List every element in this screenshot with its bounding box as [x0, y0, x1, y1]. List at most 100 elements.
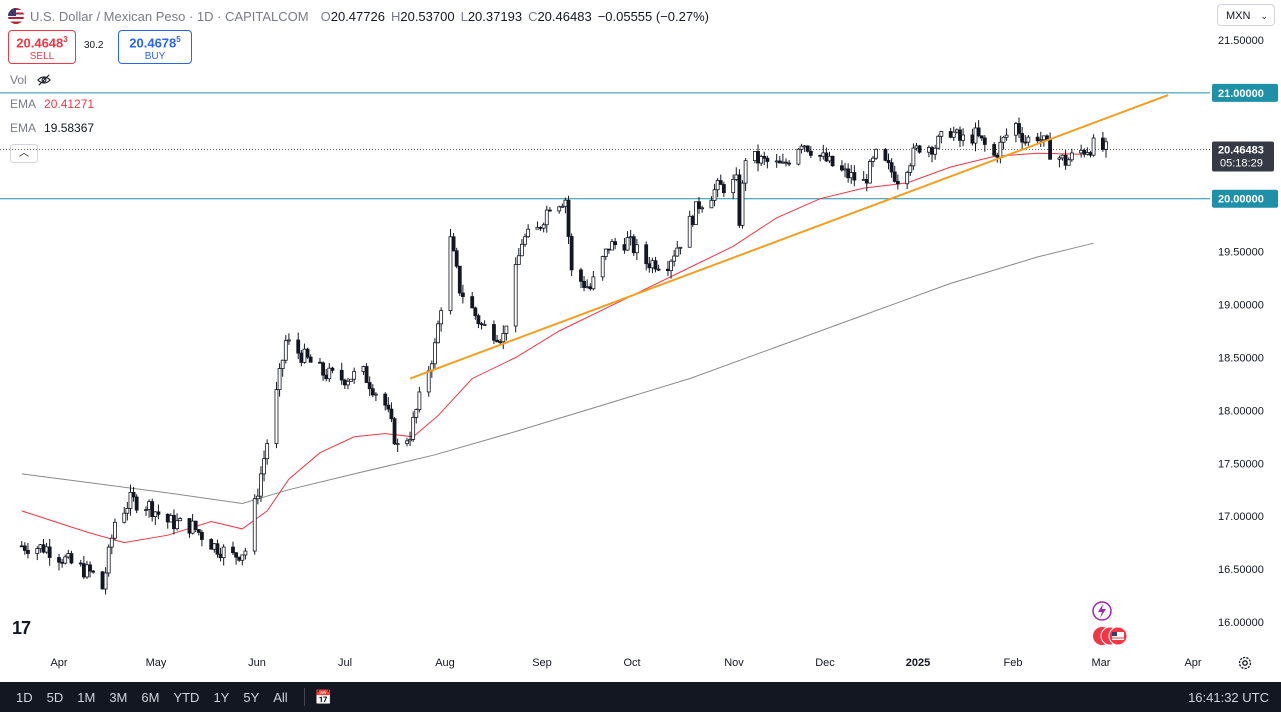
- candle-up: [259, 473, 263, 497]
- candle-down: [846, 168, 851, 179]
- candle-up: [563, 199, 568, 207]
- candle-down: [193, 520, 198, 530]
- candle-up: [715, 180, 720, 191]
- candle-up: [1026, 136, 1031, 143]
- candle-up: [274, 389, 279, 444]
- eye-hidden-icon[interactable]: [36, 73, 51, 87]
- symbol-title[interactable]: U.S. Dollar / Mexican Peso · 1D · CAPITA…: [30, 8, 309, 24]
- x-tick-label: Nov: [724, 657, 744, 669]
- candle-up: [482, 324, 487, 326]
- tf-1m[interactable]: 1M: [77, 689, 96, 705]
- ema-slow-legend[interactable]: EMA 19.58367: [10, 121, 94, 135]
- candle-down: [165, 513, 170, 523]
- candle-up: [147, 501, 151, 510]
- collapse-legend-button[interactable]: ︿: [10, 144, 38, 163]
- tf-5d[interactable]: 5D: [46, 689, 64, 705]
- x-tick-label: Aug: [435, 657, 455, 669]
- utc-clock[interactable]: 16:41:32 UTC: [1188, 689, 1269, 705]
- candle-up: [973, 127, 978, 144]
- tf-all[interactable]: All: [273, 689, 288, 705]
- candle-up: [759, 156, 764, 164]
- candle-up: [541, 224, 546, 229]
- candle-down: [91, 570, 96, 573]
- candle-up: [914, 145, 919, 149]
- candle-down: [460, 292, 465, 297]
- calendar-icon[interactable]: 📅: [314, 688, 333, 705]
- candle-down: [81, 563, 86, 578]
- trendline: [409, 94, 1169, 380]
- tf-3m[interactable]: 3M: [109, 689, 128, 705]
- tf-1d[interactable]: 1D: [16, 689, 33, 705]
- candle-up: [799, 145, 804, 150]
- candle-up: [734, 174, 739, 180]
- x-tick-label: Apr: [1184, 657, 1201, 669]
- candle-down: [547, 209, 552, 212]
- candle-down: [498, 341, 503, 344]
- candle-down: [330, 367, 335, 371]
- tf-ytd[interactable]: YTD: [173, 689, 200, 705]
- candle-up: [436, 323, 440, 344]
- buy-button[interactable]: 20.46785 BUY: [118, 30, 192, 64]
- event-badges[interactable]: [1090, 600, 1134, 648]
- candle-down: [1082, 149, 1087, 155]
- chart-header: U.S. Dollar / Mexican Peso · 1D · CAPITA…: [8, 6, 709, 26]
- candle-down: [979, 135, 984, 139]
- candle-up: [153, 511, 158, 517]
- settings-gear-icon[interactable]: [1237, 655, 1253, 671]
- candle-down: [1020, 133, 1025, 143]
- candle-up: [212, 543, 217, 550]
- candle-up: [954, 129, 959, 133]
- buy-price: 20.4678: [129, 35, 177, 51]
- candle-up: [687, 215, 692, 248]
- candle-up: [669, 260, 673, 272]
- level-label: 20.00000: [1218, 194, 1264, 206]
- tf-6m[interactable]: 6M: [141, 689, 160, 705]
- candle-down: [454, 250, 459, 267]
- candle-up: [168, 515, 173, 523]
- price-chart[interactable]: 21.5000020.5000019.5000019.0000018.50000…: [0, 0, 1281, 682]
- candle-up: [327, 367, 332, 380]
- ema-fast-legend[interactable]: EMA 20.41271: [10, 97, 94, 111]
- candle-down: [613, 241, 618, 246]
- candle-down: [566, 199, 571, 237]
- candle-down: [1035, 136, 1040, 142]
- candle-up: [513, 264, 518, 327]
- candle-up: [557, 206, 562, 212]
- candle-down: [784, 161, 788, 164]
- candle-up: [63, 556, 68, 564]
- candle-up: [535, 226, 540, 230]
- level-label-bg: [1212, 189, 1278, 208]
- candle-up: [731, 178, 736, 194]
- y-tick-label: 16.00000: [1218, 617, 1264, 629]
- currency-select[interactable]: MXN ⌄: [1217, 4, 1275, 26]
- bottom-toolbar: 1D 5D 1M 3M 6M YTD 1Y 5Y All 📅 16:41:32 …: [0, 682, 1281, 712]
- candle-down: [840, 165, 844, 171]
- candle-up: [544, 209, 549, 226]
- tf-5y[interactable]: 5Y: [243, 689, 260, 705]
- ema-slow-line: [21, 242, 1094, 505]
- candle-up: [103, 572, 108, 590]
- candle-down: [958, 129, 962, 141]
- candle-up: [265, 443, 270, 460]
- candle-down: [156, 511, 161, 515]
- candle-up: [128, 491, 133, 509]
- tradingview-logo[interactable]: 17: [12, 618, 31, 638]
- candle-down: [976, 127, 981, 137]
- tf-1y[interactable]: 1Y: [213, 689, 230, 705]
- candle-up: [283, 340, 288, 361]
- candle-down: [992, 144, 997, 156]
- candle-down: [88, 564, 92, 572]
- x-tick-label: May: [146, 657, 167, 669]
- candle-down: [765, 157, 770, 162]
- buy-label: BUY: [144, 51, 166, 63]
- last-price-label: 20.46483: [1218, 145, 1264, 157]
- candle-up: [740, 182, 745, 226]
- candle-up: [405, 440, 409, 445]
- volume-indicator[interactable]: Vol: [10, 73, 51, 87]
- candle-down: [100, 571, 105, 590]
- candle-down: [47, 546, 52, 558]
- candle-up: [628, 236, 633, 239]
- sell-button[interactable]: 20.46483 SELL: [8, 30, 76, 64]
- candle-up: [998, 141, 1003, 158]
- candle-down: [383, 393, 388, 406]
